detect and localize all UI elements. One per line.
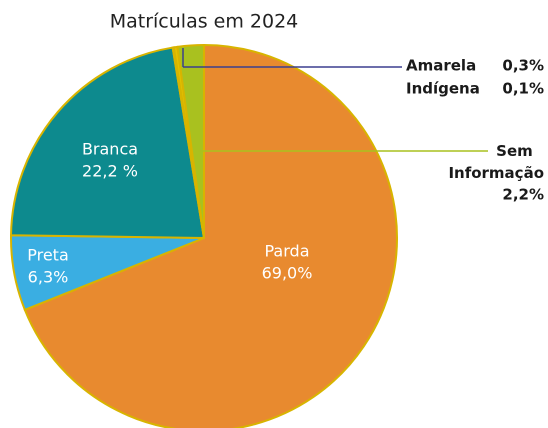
pie-slice xyxy=(10,46,206,240)
pie-slice xyxy=(176,43,205,239)
slice-value: 2,2% xyxy=(502,186,544,204)
slice-value: 6,3% xyxy=(28,268,69,287)
slice-label: Parda xyxy=(265,242,310,261)
chart-title: Matrículas em 2024 xyxy=(110,11,299,33)
label-line: Informação xyxy=(448,164,544,182)
slice-label: Amarela xyxy=(406,57,476,75)
slice-value: 0,1% xyxy=(502,80,544,98)
slice-label: Branca xyxy=(82,140,138,159)
slice-value: 69,0% xyxy=(262,264,313,283)
pie-slice xyxy=(23,43,398,428)
slice-label: Preta xyxy=(27,246,69,265)
label-line: Sem xyxy=(496,142,538,160)
slice-label: Indígena xyxy=(406,80,480,98)
slice-label: Sem Informação xyxy=(448,142,544,182)
slice-value: 22,2 % xyxy=(82,162,138,181)
slice-value: 0,3% xyxy=(502,57,544,75)
